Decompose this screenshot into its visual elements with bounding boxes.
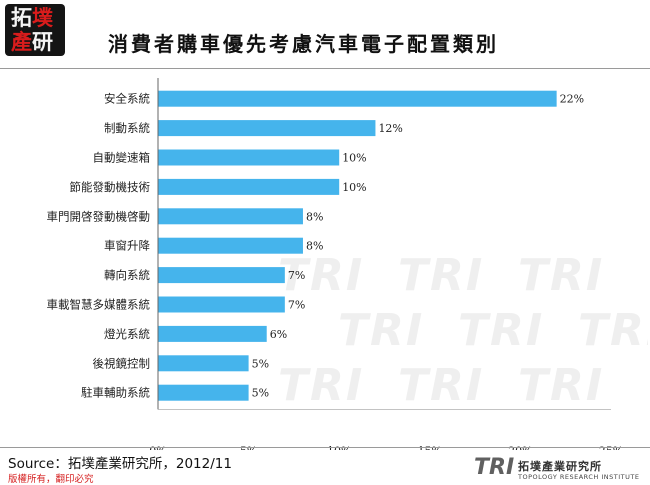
- category-label: 自動變速箱: [93, 151, 151, 165]
- tri-brand-logo: TRI: [474, 455, 515, 480]
- category-label: 駐車輔助系統: [81, 386, 150, 400]
- category-label: 車載智慧多媒體系統: [47, 298, 151, 312]
- category-label: 後視鏡控制: [93, 356, 151, 370]
- bar: [158, 267, 285, 284]
- bar: [158, 296, 285, 313]
- data-label: 12%: [378, 122, 402, 135]
- category-label: 節能發動機技術: [70, 180, 151, 194]
- footer-divider: [0, 447, 650, 448]
- brand-subtitle: TOPOLOGY RESEARCH INSTITUTE: [518, 473, 640, 481]
- data-label: 8%: [306, 240, 323, 253]
- copyright-note: 版權所有，翻印必究: [8, 474, 94, 485]
- bar: [158, 149, 340, 166]
- logo-char: 研: [32, 30, 53, 54]
- logo-char: 拓: [11, 6, 32, 30]
- data-label: 7%: [288, 299, 305, 312]
- data-label: 8%: [306, 210, 323, 223]
- category-label: 制動系統: [104, 121, 150, 135]
- data-label: 5%: [252, 357, 269, 370]
- logo-char: 墣: [32, 6, 53, 30]
- category-label: 燈光系統: [104, 327, 150, 341]
- source-note: Source：拓墣產業研究所，2012/11: [8, 456, 232, 472]
- logo-char: 產: [11, 30, 32, 54]
- bar-chart: 安全系統 22% 制動系統 12% 自動變速箱 10% 節能發動機技術 10% 車門開啓發動機啓…: [47, 78, 623, 450]
- bar: [158, 90, 557, 107]
- bar: [158, 178, 340, 195]
- tri-watermark: TRI TRI TRI TRI TRI TRI TRI TRI TRI: [278, 250, 648, 411]
- bar: [158, 384, 249, 401]
- page-title: 消費者購車優先考慮汽車電子配置類別: [108, 32, 499, 56]
- brand-name: 拓墣產業研究所: [518, 460, 602, 473]
- bar: [158, 237, 303, 254]
- category-label: 安全系統: [104, 92, 150, 106]
- data-label: 10%: [342, 181, 366, 194]
- bar: [158, 208, 303, 225]
- data-label: 7%: [288, 269, 305, 282]
- category-label: 車門開啓發動機啓動: [47, 209, 151, 223]
- data-label: 6%: [270, 328, 287, 341]
- data-label: 5%: [252, 387, 269, 400]
- header-divider: [0, 68, 650, 69]
- tri-logo-badge: 拓墣 產研: [5, 4, 65, 56]
- bar: [158, 325, 267, 342]
- category-label: 車窗升降: [104, 239, 150, 253]
- bar: [158, 120, 376, 137]
- data-label: 10%: [342, 152, 366, 165]
- category-label: 轉向系統: [104, 268, 150, 282]
- data-label: 22%: [560, 93, 584, 106]
- bar: [158, 355, 249, 372]
